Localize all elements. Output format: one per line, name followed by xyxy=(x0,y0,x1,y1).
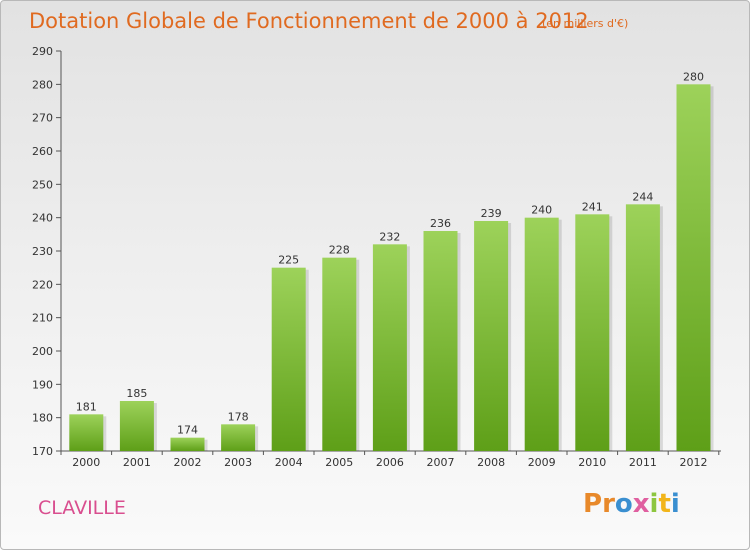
bar xyxy=(69,414,104,451)
x-tick-label: 2004 xyxy=(275,456,303,469)
data-label: 232 xyxy=(379,230,400,243)
x-tick-label: 2007 xyxy=(427,456,455,469)
data-label: 228 xyxy=(329,244,350,257)
y-tick-label: 250 xyxy=(32,178,53,191)
x-tick-label: 2008 xyxy=(477,456,505,469)
x-tick-label: 2006 xyxy=(376,456,404,469)
bar xyxy=(221,424,256,451)
y-tick-label: 170 xyxy=(32,445,53,458)
y-tick-label: 200 xyxy=(32,345,53,358)
logo-letter: t xyxy=(658,489,671,519)
bar xyxy=(625,204,660,451)
proxiti-logo[interactable]: Proxiti xyxy=(583,489,680,519)
y-tick-label: 210 xyxy=(32,312,53,325)
data-label: 239 xyxy=(481,207,502,220)
logo-letter: P xyxy=(583,489,603,519)
data-label: 178 xyxy=(228,410,249,423)
x-tick-label: 2001 xyxy=(123,456,151,469)
bar xyxy=(575,214,610,451)
y-tick-label: 230 xyxy=(32,245,53,258)
y-tick-label: 240 xyxy=(32,212,53,225)
data-label: 244 xyxy=(632,190,653,203)
bar xyxy=(322,257,357,451)
commune-name: CLAVILLE xyxy=(38,497,126,519)
data-label: 236 xyxy=(430,217,451,230)
logo-letter: i xyxy=(649,489,659,519)
y-tick-label: 190 xyxy=(32,378,53,391)
chart-title: Dotation Globale de Fonctionnement de 20… xyxy=(29,9,589,33)
logo-letter: i xyxy=(670,489,680,519)
bar xyxy=(423,231,458,451)
x-tick-label: 2000 xyxy=(72,456,100,469)
chart-subtitle: (en milliers d'€) xyxy=(542,17,629,30)
data-label: 280 xyxy=(683,70,704,83)
data-label: 174 xyxy=(177,424,198,437)
y-tick-label: 260 xyxy=(32,145,53,158)
data-label: 181 xyxy=(76,400,97,413)
y-tick-label: 270 xyxy=(32,112,53,125)
bar xyxy=(474,221,509,451)
bar xyxy=(372,244,407,451)
y-tick-label: 220 xyxy=(32,278,53,291)
x-tick-label: 2003 xyxy=(224,456,252,469)
y-tick-label: 180 xyxy=(32,412,53,425)
logo-letter: o xyxy=(614,489,633,519)
bar xyxy=(119,401,154,451)
x-tick-label: 2005 xyxy=(325,456,353,469)
bar xyxy=(676,84,711,451)
y-tick-label: 290 xyxy=(32,45,53,58)
x-tick-label: 2002 xyxy=(174,456,202,469)
x-tick-label: 2012 xyxy=(680,456,708,469)
data-label: 240 xyxy=(531,204,552,217)
y-tick-label: 280 xyxy=(32,78,53,91)
logo-letter: x xyxy=(632,489,650,519)
bar xyxy=(524,217,559,451)
data-label: 241 xyxy=(582,200,603,213)
logo-letter: r xyxy=(602,489,615,519)
x-tick-label: 2009 xyxy=(528,456,556,469)
data-label: 225 xyxy=(278,254,299,267)
bar xyxy=(271,267,306,451)
x-tick-label: 2010 xyxy=(578,456,606,469)
x-tick-label: 2011 xyxy=(629,456,657,469)
data-label: 185 xyxy=(126,387,147,400)
bar xyxy=(170,437,205,451)
